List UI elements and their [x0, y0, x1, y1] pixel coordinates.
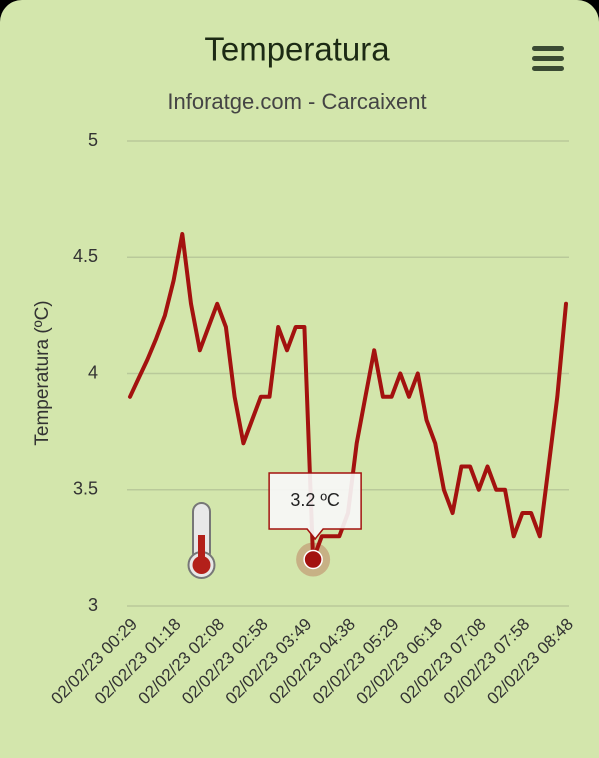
thermometer-mercury [198, 535, 205, 565]
chart-subtitle: Inforatge.com - Carcaixent [167, 89, 426, 114]
y-tick-label: 3 [88, 595, 98, 615]
y-tick-label: 4 [88, 362, 98, 382]
tooltip-box [268, 472, 362, 541]
menu-bar [532, 46, 564, 51]
thermometer-icon [187, 502, 216, 579]
y-axis-label: Temperatura (ºC) [32, 300, 53, 445]
y-tick-label: 3.5 [73, 479, 98, 499]
menu-bar [532, 56, 564, 61]
chart-title: Temperatura [204, 31, 390, 68]
y-tick-label: 4.5 [73, 246, 98, 266]
thermometer-mercury-bulb [192, 556, 211, 574]
tooltip-text: 3.2 ºC [290, 490, 340, 510]
hover-point [303, 549, 323, 570]
menu-bar [532, 66, 564, 71]
menu-button[interactable] [532, 46, 564, 71]
y-tick-label: 5 [88, 130, 98, 150]
